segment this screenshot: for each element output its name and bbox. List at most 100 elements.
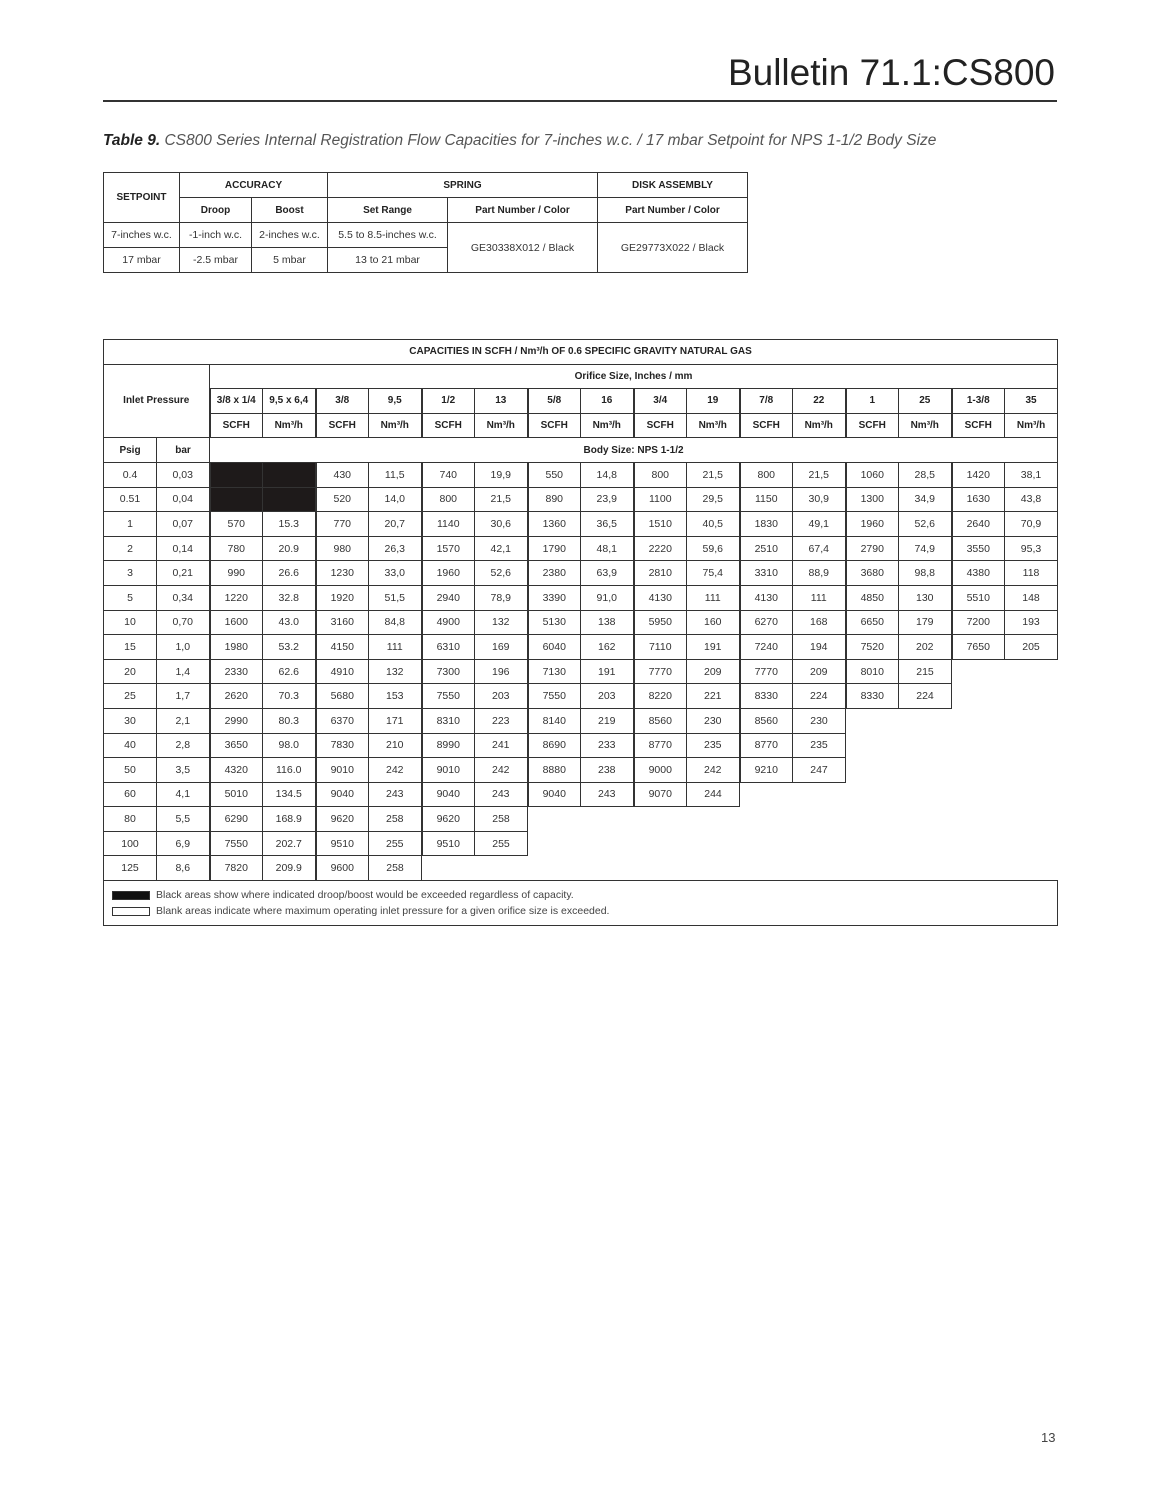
black-cell (262, 461, 316, 488)
capacity-cell: 9040 (526, 781, 581, 808)
capacity-cell: 1790 (526, 535, 581, 562)
capacity-cell: 3390 (526, 584, 581, 611)
capacity-cell: 4380 (950, 560, 1005, 586)
capacity-cell: 570 (208, 511, 263, 537)
capacity-cell: 88,9 (792, 560, 846, 586)
bar-cell: 0,14 (156, 535, 210, 562)
black-cell (208, 486, 263, 513)
blank-cell (1005, 733, 1058, 758)
capacity-cell: 8560 (632, 707, 687, 734)
unit-header: Nm³/h (1003, 412, 1059, 439)
capacity-title: CAPACITIES IN SCFH / Nm³/h OF 0.6 SPECIF… (102, 339, 1059, 365)
capacity-cell: 14,0 (368, 486, 422, 513)
capacity-cell: 8330 (844, 683, 899, 709)
blank-cell (581, 856, 634, 881)
capacity-cell: 1980 (208, 634, 263, 660)
bar-cell: 0,04 (156, 486, 210, 513)
capacity-cell: 9210 (738, 757, 793, 783)
orifice-size: 13 (474, 388, 528, 414)
capacity-cell: 223 (474, 707, 528, 734)
capacity-cell: 132 (474, 609, 528, 636)
capacity-cell: 7830 (314, 732, 369, 759)
capacity-cell: 84,8 (368, 609, 422, 636)
droop-header: Droop (179, 197, 252, 223)
blank-cell (740, 856, 793, 881)
capacity-cell: 138 (580, 609, 634, 636)
setpoint-header: SETPOINT (103, 172, 180, 223)
table-row: 5 0,34 1220 32.8 1920 51,5 2940 78,9 3390 91,0 413… (103, 584, 1059, 611)
capacity-cell: 8770 (632, 732, 687, 759)
capacity-cell: 242 (474, 757, 528, 783)
capacity-cell: 11,5 (368, 461, 422, 488)
blank-cell (528, 831, 581, 856)
capacity-cell: 243 (368, 781, 422, 808)
blank-cell (475, 856, 528, 881)
capacity-cell: 7240 (738, 634, 793, 660)
table-row: 3 0,21 990 26.6 1230 33,0 1960 52,6 2380 63,9 2810… (103, 560, 1059, 586)
boost-header: Boost (250, 197, 329, 223)
capacity-cell: 3310 (738, 560, 793, 586)
capacity-cell: 520 (314, 486, 369, 513)
capacity-cell: 40,5 (686, 511, 740, 537)
capacity-cell: 2220 (632, 535, 687, 562)
capacity-cell: 1220 (208, 584, 263, 611)
capacity-cell: 6290 (208, 806, 263, 832)
capacity-cell: 49,1 (792, 511, 846, 537)
capacity-cell: 990 (208, 560, 263, 586)
orifice-size: 1/2 (420, 388, 475, 414)
capacity-cell: 800 (738, 461, 793, 488)
capacity-cell: 8690 (526, 732, 581, 759)
capacity-cell: 2620 (208, 683, 263, 709)
capacity-table: CAPACITIES IN SCFH / Nm³/h OF 0.6 SPECIF… (102, 339, 1059, 927)
capacity-cell: 215 (898, 658, 952, 685)
blank-cell (899, 782, 952, 807)
blank-cell (1005, 782, 1058, 807)
capacity-cell: 8560 (738, 707, 793, 734)
capacity-cell: 242 (368, 757, 422, 783)
capacity-cell: 1600 (208, 609, 263, 636)
capacity-cell: 21,5 (792, 461, 846, 488)
capacity-cell: 160 (686, 609, 740, 636)
capacity-cell: 70,9 (1003, 511, 1059, 537)
spec-table: SETPOINT ACCURACY SPRING DISK ASSEMBLY D… (103, 172, 749, 273)
range-value: 5.5 to 8.5-inches w.c. (327, 222, 449, 248)
capacity-cell: 550 (526, 461, 581, 488)
capacity-cell: 8010 (844, 658, 899, 685)
bar-cell: 0,70 (156, 609, 210, 636)
psig-cell: 80 (103, 806, 157, 832)
capacity-cell: 1360 (526, 511, 581, 537)
range-value: 13 to 21 mbar (327, 247, 449, 273)
capacity-cell: 430 (314, 461, 369, 488)
blank-cell (687, 807, 740, 832)
capacity-cell: 111 (368, 634, 422, 660)
table-row: 30 2,1 2990 80.3 6370 171 8310 223 8140 219 8560 23… (103, 707, 1058, 734)
capacity-cell: 258 (368, 806, 422, 832)
capacity-cell: 210 (368, 732, 422, 759)
psig-cell: 3 (103, 560, 157, 586)
blank-cell (528, 856, 581, 881)
black-cell (208, 461, 263, 488)
blank-cell (952, 659, 1005, 684)
capacity-cell: 890 (526, 486, 581, 513)
orifice-size: 19 (686, 388, 740, 414)
table-row: 15 1,0 1980 53.2 4150 111 6310 169 6040 162 7110 19… (103, 634, 1059, 660)
blank-cell (846, 856, 899, 881)
capacity-cell: 2940 (420, 584, 475, 611)
orifice-size: 3/8 x 1/4 (208, 388, 263, 414)
capacity-cell: 4150 (314, 634, 369, 660)
table-caption: Table 9. CS800 Series Internal Registrat… (103, 132, 936, 150)
capacity-cell: 2640 (950, 511, 1005, 537)
capacity-cell: 770 (314, 511, 369, 537)
bar-cell: 1,4 (156, 658, 210, 685)
capacity-cell: 153 (368, 683, 422, 709)
capacity-cell: 36,5 (580, 511, 634, 537)
psig-header: Psig (103, 437, 157, 463)
capacity-cell: 1830 (738, 511, 793, 537)
capacity-cell: 9000 (632, 757, 687, 783)
inlet-pressure-header: Inlet Pressure (103, 363, 210, 439)
blank-cell (793, 782, 846, 807)
blank-cell (899, 807, 952, 832)
accuracy-header: ACCURACY (178, 172, 329, 198)
unit-header: SCFH (844, 412, 899, 439)
capacity-cell: 7550 (526, 683, 581, 709)
